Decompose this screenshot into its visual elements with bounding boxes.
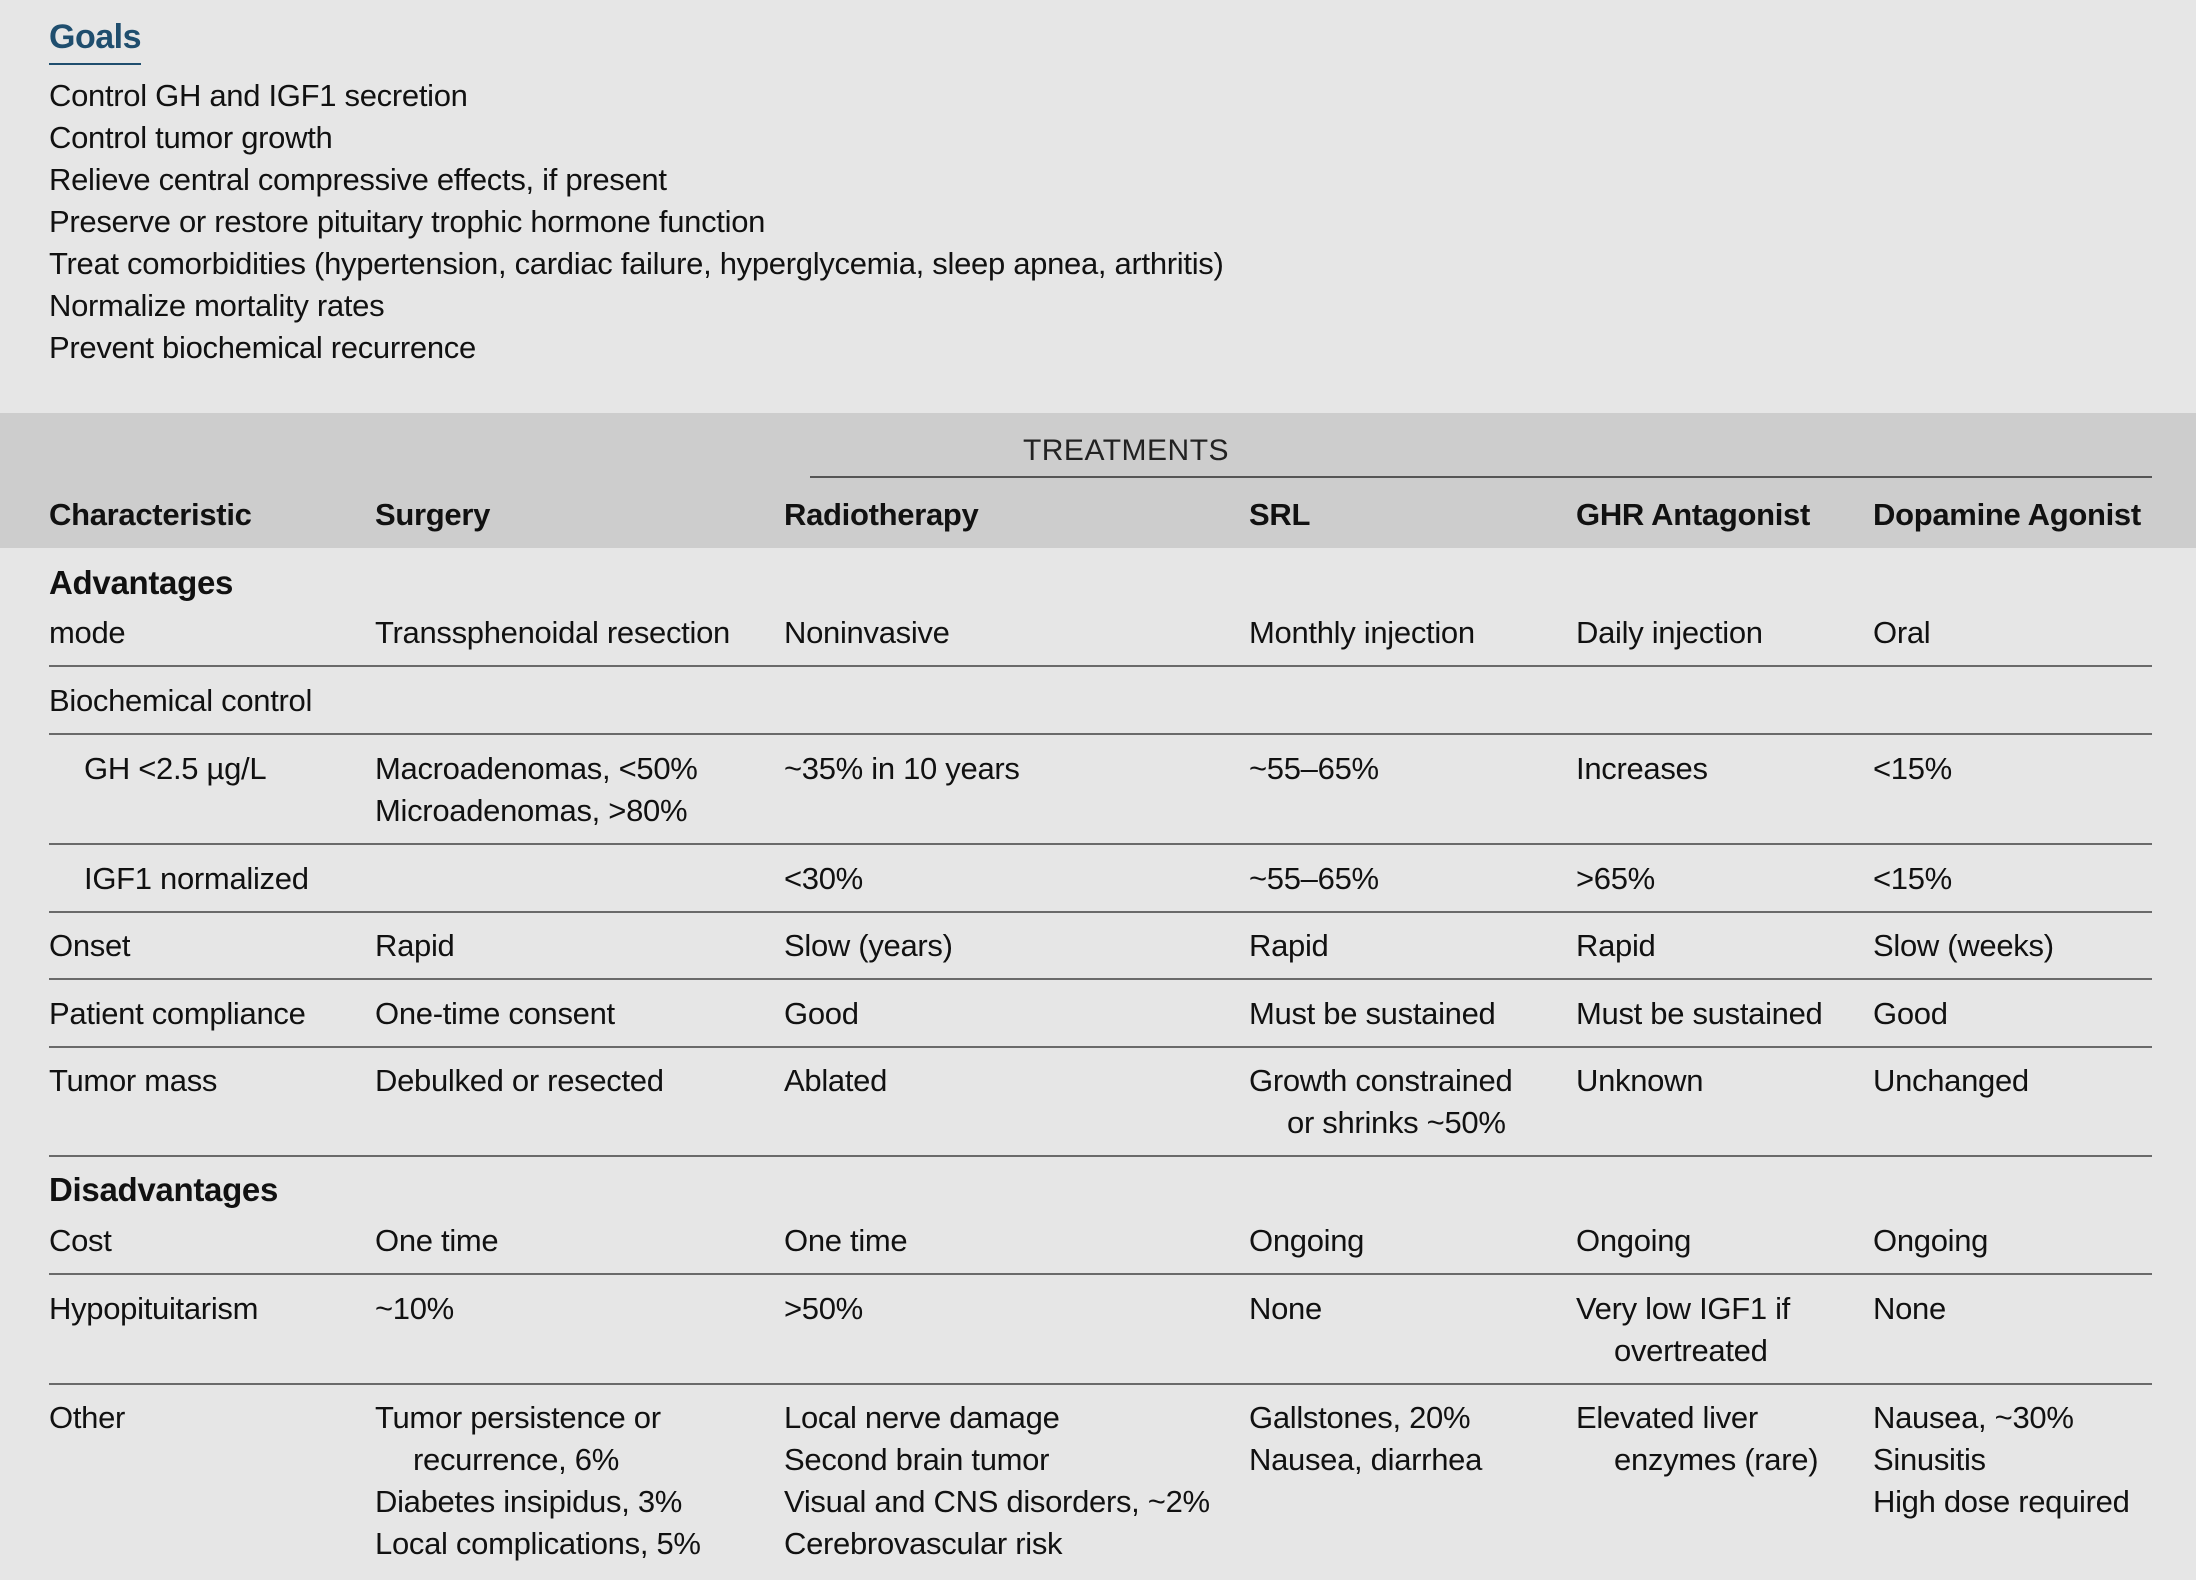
row-divider	[49, 1155, 2152, 1157]
row-label: mode	[49, 615, 126, 650]
goal-item: Prevent biochemical recurrence	[49, 330, 476, 365]
table-cell: Good	[1873, 996, 1948, 1031]
row-label: Other	[49, 1400, 126, 1435]
goal-item: Normalize mortality rates	[49, 288, 385, 323]
column-header-surgery: Surgery	[375, 497, 491, 532]
table-cell: Tumor persistence or recurrence, 6% Diabet…	[375, 1400, 701, 1561]
table-cell: Ongoing	[1873, 1223, 1989, 1258]
table-cell: <15%	[1873, 861, 1952, 896]
goals-title: Goals	[49, 18, 141, 65]
table-cell: >65%	[1576, 861, 1655, 896]
table-cell: Rapid	[1249, 928, 1329, 963]
section-advantages: Advantages	[49, 564, 234, 601]
table-cell: Ablated	[784, 1063, 888, 1098]
table-cell: Must be sustained	[1249, 996, 1496, 1031]
goals-section: Goals Control GH and IGF1 secretion Cont…	[49, 18, 2149, 369]
table-cell: Transsphenoidal resection	[375, 615, 730, 650]
table-cell: Elevated liver enzymes (rare)	[1576, 1400, 1819, 1477]
goal-item: Treat comorbidities (hypertension, cardi…	[49, 246, 1224, 281]
table-header-band	[0, 413, 2196, 548]
goal-item: Relieve central compressive effects, if …	[49, 162, 667, 197]
row-label: Tumor mass	[49, 1063, 218, 1098]
table-cell: Rapid	[375, 928, 455, 963]
table-cell: Unchanged	[1873, 1063, 2029, 1098]
column-header-characteristic: Characteristic	[49, 497, 252, 532]
table-cell: Slow (weeks)	[1873, 928, 2054, 963]
table-cell: Daily injection	[1576, 615, 1763, 650]
row-divider	[49, 978, 2152, 980]
row-label: Onset	[49, 928, 131, 963]
column-header-radiotherapy: Radiotherapy	[784, 497, 979, 532]
table-cell: Noninvasive	[784, 615, 950, 650]
treatments-group-label: TREATMENTS	[1022, 434, 1230, 467]
table-cell: ~10%	[375, 1291, 454, 1326]
table-cell: Good	[784, 996, 859, 1031]
table-cell: <15%	[1873, 751, 1952, 786]
column-header-ghr-antagonist: GHR Antagonist	[1576, 497, 1811, 532]
row-label: Patient compliance	[49, 996, 306, 1031]
table-cell: Rapid	[1576, 928, 1656, 963]
row-divider	[49, 1273, 2152, 1275]
row-divider	[49, 911, 2152, 913]
row-label: Hypopituitarism	[49, 1291, 259, 1326]
table-cell: Ongoing	[1249, 1223, 1365, 1258]
row-divider	[49, 665, 2152, 667]
row-label: Cost	[49, 1223, 112, 1258]
table-cell: ~55–65%	[1249, 861, 1379, 896]
table-cell: None	[1873, 1291, 1946, 1326]
row-divider	[49, 1046, 2152, 1048]
table-cell: Local nerve damage Second brain tumor Visu…	[784, 1400, 1210, 1561]
row-label: IGF1 normalized	[84, 861, 309, 896]
row-divider	[49, 843, 2152, 845]
table-cell: ~55–65%	[1249, 751, 1379, 786]
row-divider	[49, 733, 2152, 735]
table-cell: ~35% in 10 years	[784, 751, 1020, 786]
table-cell: Oral	[1873, 615, 1931, 650]
column-header-dopamine-agonist: Dopamine Agonist	[1873, 497, 2141, 532]
table-cell: Nausea, ~30% Sinusitis High dose required	[1873, 1400, 2130, 1519]
table-cell: Slow (years)	[784, 928, 953, 963]
row-divider	[49, 1383, 2152, 1385]
table-cell: One-time consent	[375, 996, 615, 1031]
table-cell: Unknown	[1576, 1063, 1704, 1098]
row-label: Biochemical control	[49, 683, 313, 718]
table-cell: Ongoing	[1576, 1223, 1692, 1258]
goal-item: Control tumor growth	[49, 120, 333, 155]
section-disadvantages: Disadvantages	[49, 1171, 279, 1208]
table-cell: Very low IGF1 if overtreated	[1576, 1291, 1790, 1368]
goal-item: Preserve or restore pituitary trophic ho…	[49, 204, 766, 239]
table-cell: Growth constrained or shrinks ~50%	[1249, 1063, 1513, 1140]
goal-item: Control GH and IGF1 secretion	[49, 78, 468, 113]
table-cell: >50%	[784, 1291, 863, 1326]
table-cell: Macroadenomas, <50% Microadenomas, >80%	[375, 751, 698, 828]
table-cell: Must be sustained	[1576, 996, 1823, 1031]
table-cell: One time	[784, 1223, 908, 1258]
table-cell: None	[1249, 1291, 1322, 1326]
row-label: GH <2.5 µg/L	[84, 751, 267, 786]
table-cell: Gallstones, 20% Nausea, diarrhea	[1249, 1400, 1483, 1477]
table-cell: Debulked or resected	[375, 1063, 664, 1098]
table-cell: Monthly injection	[1249, 615, 1475, 650]
treatments-rule	[810, 476, 2152, 478]
table-cell: <30%	[784, 861, 863, 896]
column-header-srl: SRL	[1249, 497, 1311, 532]
table-cell: Increases	[1576, 751, 1708, 786]
table-cell: One time	[375, 1223, 499, 1258]
